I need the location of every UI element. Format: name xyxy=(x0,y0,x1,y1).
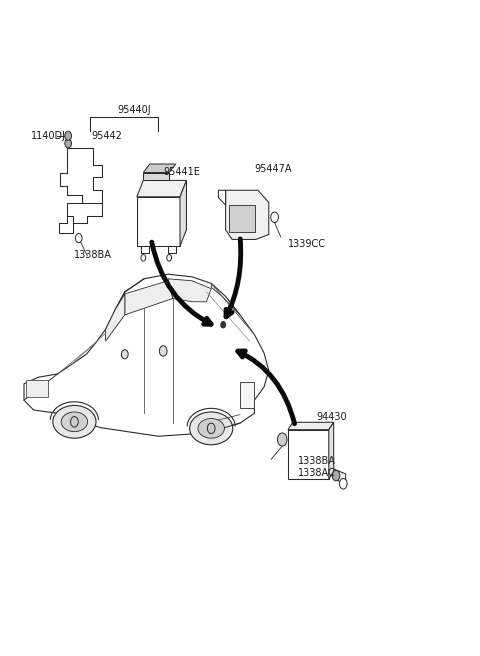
Bar xyxy=(240,382,254,408)
Circle shape xyxy=(71,417,78,427)
Polygon shape xyxy=(137,180,186,197)
Polygon shape xyxy=(211,283,240,315)
Circle shape xyxy=(167,255,172,261)
Text: 1339CC: 1339CC xyxy=(288,239,326,249)
Circle shape xyxy=(121,350,128,359)
Bar xyxy=(137,197,180,246)
Circle shape xyxy=(75,234,82,243)
Polygon shape xyxy=(180,180,186,246)
Polygon shape xyxy=(106,294,125,341)
Polygon shape xyxy=(288,422,334,430)
Polygon shape xyxy=(334,469,346,484)
Text: 95441E: 95441E xyxy=(163,167,200,177)
Ellipse shape xyxy=(61,412,88,432)
Text: 1140DJ: 1140DJ xyxy=(31,131,66,141)
Circle shape xyxy=(339,479,347,489)
Polygon shape xyxy=(125,281,173,315)
Text: 94430: 94430 xyxy=(317,411,348,422)
Ellipse shape xyxy=(198,419,224,438)
Circle shape xyxy=(271,212,278,222)
Polygon shape xyxy=(218,190,226,205)
Circle shape xyxy=(207,423,215,434)
Bar xyxy=(143,173,169,180)
Circle shape xyxy=(65,138,72,148)
Text: 95442: 95442 xyxy=(91,131,122,141)
Text: 1338BA: 1338BA xyxy=(298,455,336,466)
Ellipse shape xyxy=(53,405,96,438)
Circle shape xyxy=(277,433,287,446)
Circle shape xyxy=(332,470,340,481)
Ellipse shape xyxy=(190,412,233,445)
Circle shape xyxy=(159,346,167,356)
Bar xyxy=(288,430,329,479)
Text: 1338AC: 1338AC xyxy=(298,468,336,478)
Polygon shape xyxy=(143,164,176,173)
Circle shape xyxy=(141,255,146,261)
Bar xyxy=(168,246,176,253)
Polygon shape xyxy=(24,274,269,436)
Polygon shape xyxy=(329,422,334,479)
Circle shape xyxy=(65,131,72,140)
Text: 95447A: 95447A xyxy=(254,164,292,174)
Polygon shape xyxy=(226,190,269,239)
Text: 1338BA: 1338BA xyxy=(74,249,112,260)
Polygon shape xyxy=(168,279,211,302)
Bar xyxy=(141,246,149,253)
Text: 95440J: 95440J xyxy=(118,105,151,115)
Circle shape xyxy=(221,321,226,328)
Bar xyxy=(26,380,48,397)
Bar xyxy=(229,205,255,232)
